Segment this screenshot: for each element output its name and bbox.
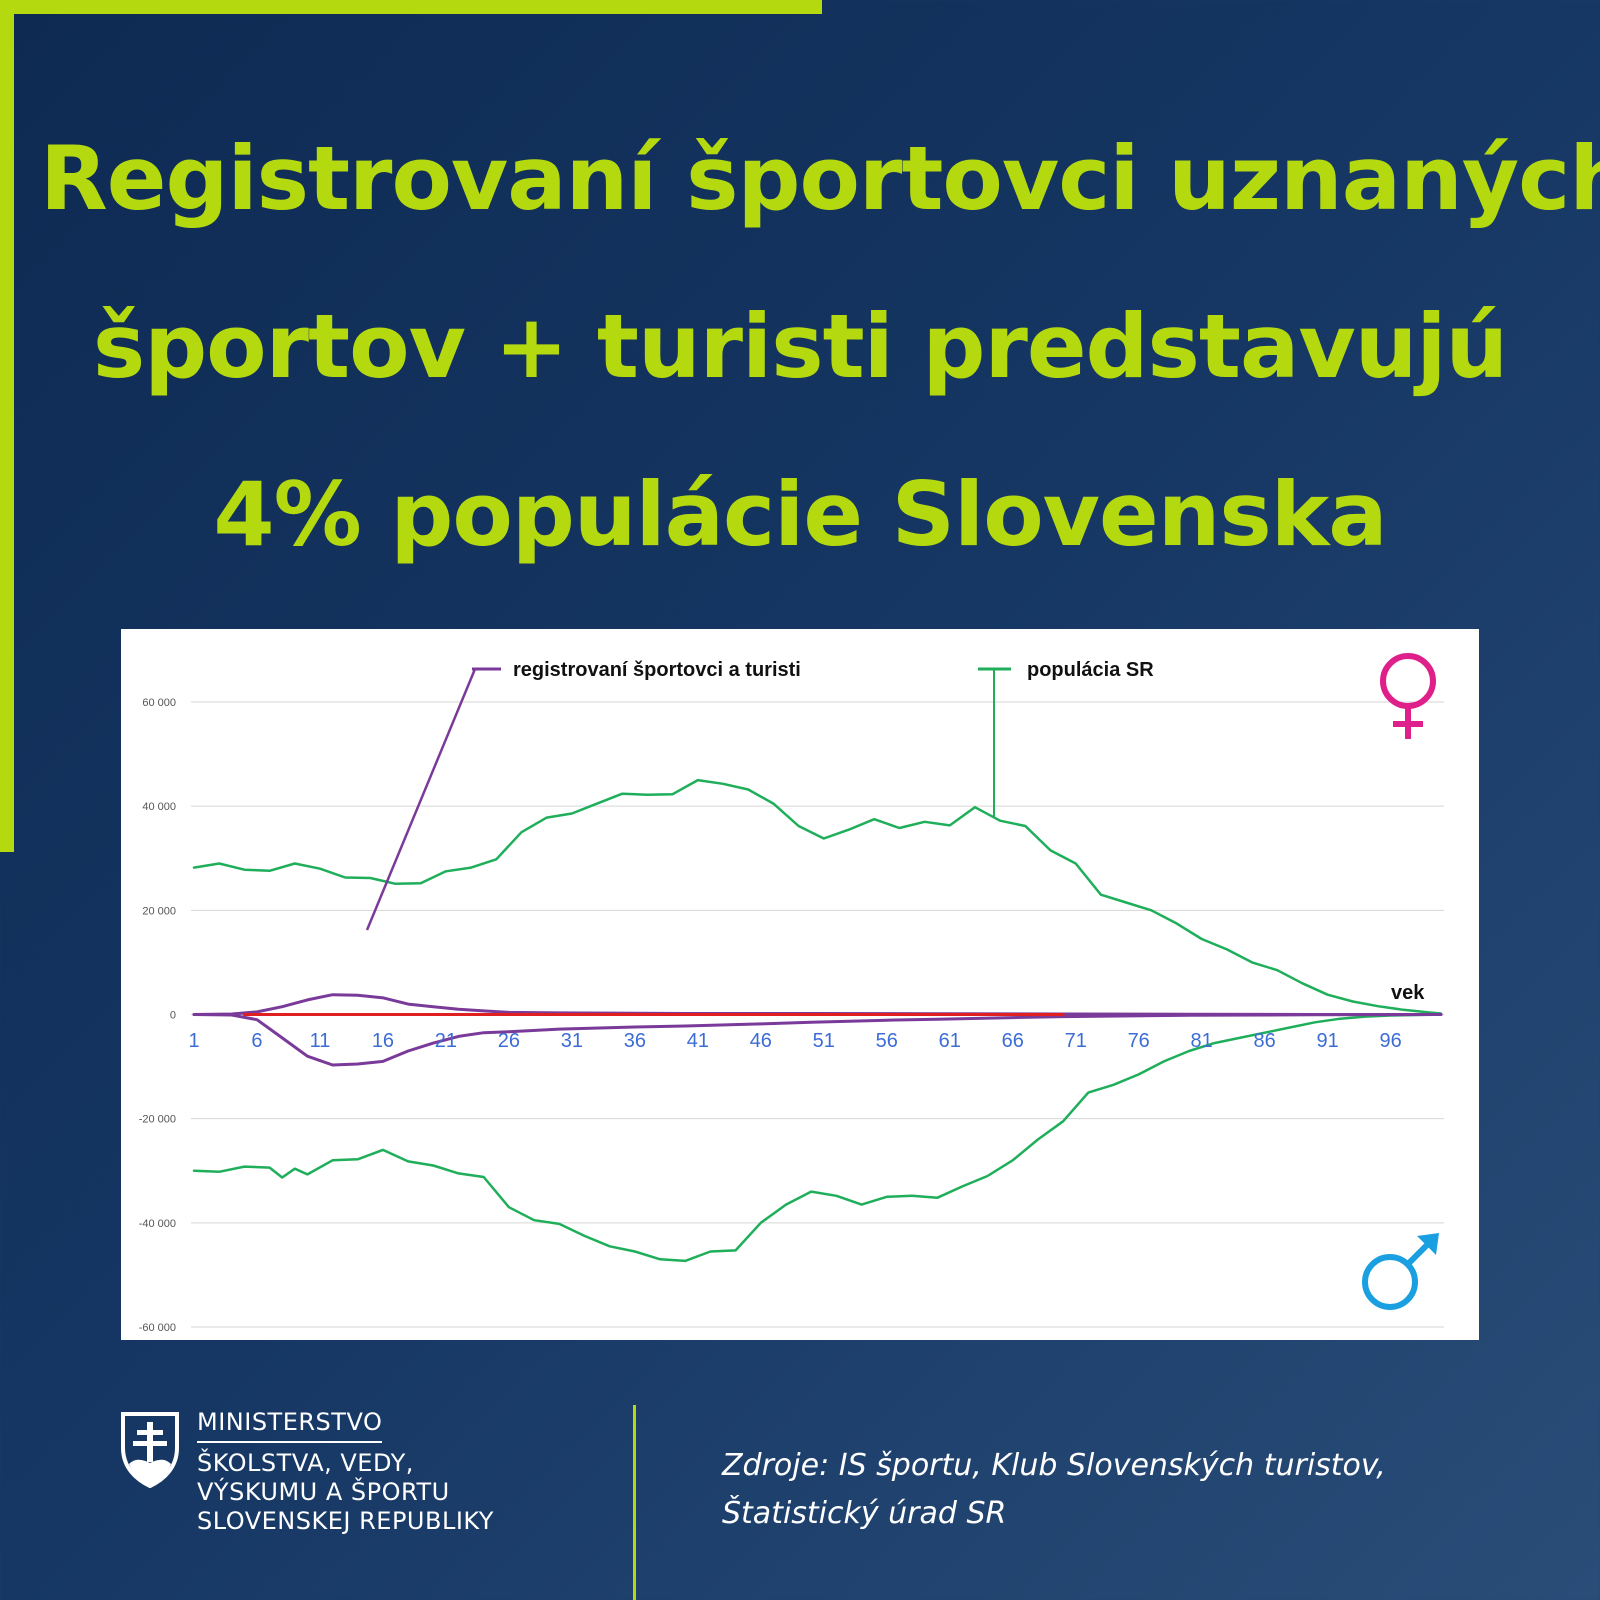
x-tick-label: 81 — [1191, 1030, 1213, 1052]
male-symbol-icon — [1362, 1233, 1439, 1310]
y-tick-label: -20 000 — [139, 1114, 176, 1126]
x-tick-label: 41 — [687, 1030, 709, 1052]
accent-bar-left — [0, 0, 14, 852]
x-tick-label: 71 — [1065, 1030, 1087, 1052]
accent-bar-top — [0, 0, 822, 14]
series-line-female — [192, 993, 1443, 1016]
headline-line-3: 4% populácie Slovenska — [213, 463, 1387, 566]
x-tick-label: 86 — [1254, 1030, 1276, 1052]
ministry-line-3: VÝSKUMU A ŠPORTU — [197, 1478, 450, 1506]
y-tick-label: 0 — [170, 1010, 176, 1022]
x-tick-label: 16 — [372, 1030, 394, 1052]
headline-line-2: športov + turisti predstavujú — [92, 295, 1508, 398]
headline-line-1: Registrovaní športovci uznaných — [40, 127, 1600, 230]
x-tick-label: 96 — [1379, 1030, 1401, 1052]
footer-divider — [633, 1405, 636, 1600]
x-tick-label: 6 — [251, 1030, 262, 1052]
ministry-line-4: SLOVENSKEJ REPUBLIKY — [197, 1507, 494, 1535]
x-tick-label: 1 — [188, 1030, 199, 1052]
legend-label-athletes: registrovaní športovci a turisti — [513, 659, 801, 681]
x-tick-label: 66 — [1002, 1030, 1024, 1052]
legend-label-population: populácia SR — [1027, 659, 1154, 681]
x-tick-label: 61 — [939, 1030, 961, 1052]
y-tick-label: -40 000 — [139, 1218, 176, 1230]
series-line-male — [192, 1013, 1443, 1067]
x-tick-label: 51 — [813, 1030, 835, 1052]
chart-panel: 60 000 40 000 20 000 0 -20 000 -40 000 -60 000… — [121, 629, 1479, 1340]
ministry-line-2: ŠKOLSTVA, VEDY, — [197, 1449, 414, 1477]
source-line-2: Štatistický úrad SR — [722, 1496, 1007, 1531]
source-note: Zdroje: IS športu, Klub Slovenských turi… — [722, 1442, 1386, 1538]
headline: Registrovaní športovci uznaných športov … — [40, 95, 1600, 599]
y-tick-label: 40 000 — [142, 801, 176, 813]
x-tick-label: 36 — [624, 1030, 646, 1052]
x-tick-label: 46 — [750, 1030, 772, 1052]
x-tick-label: 91 — [1317, 1030, 1339, 1052]
x-tick-label: 56 — [876, 1030, 898, 1052]
slovak-coat-of-arms-icon — [121, 1412, 179, 1488]
y-tick-label: -60 000 — [139, 1322, 176, 1334]
series-line-female — [192, 778, 1443, 1015]
female-symbol-icon — [1380, 653, 1436, 739]
x-tick-label: 76 — [1128, 1030, 1150, 1052]
source-line-1: Zdroje: IS športu, Klub Slovenských turi… — [722, 1448, 1386, 1483]
x-tick-label: 11 — [310, 1030, 331, 1052]
x-axis-label: vek — [1391, 982, 1425, 1004]
x-tick-label: 26 — [498, 1030, 520, 1052]
x-tick-label: 31 — [561, 1030, 583, 1052]
series-line-male — [192, 1013, 1443, 1263]
y-tick-label: 60 000 — [142, 697, 176, 709]
y-tick-label: 20 000 — [142, 905, 176, 917]
ministry-name: MINISTERSTVO ŠKOLSTVA, VEDY, VÝSKUMU A Š… — [197, 1408, 494, 1536]
population-chart: 60 000 40 000 20 000 0 -20 000 -40 000 -60 000… — [139, 653, 1444, 1334]
legend-leader-athletes — [365, 668, 477, 931]
x-tick-label: 21 — [435, 1030, 457, 1052]
ministry-line-1: MINISTERSTVO — [197, 1408, 383, 1443]
